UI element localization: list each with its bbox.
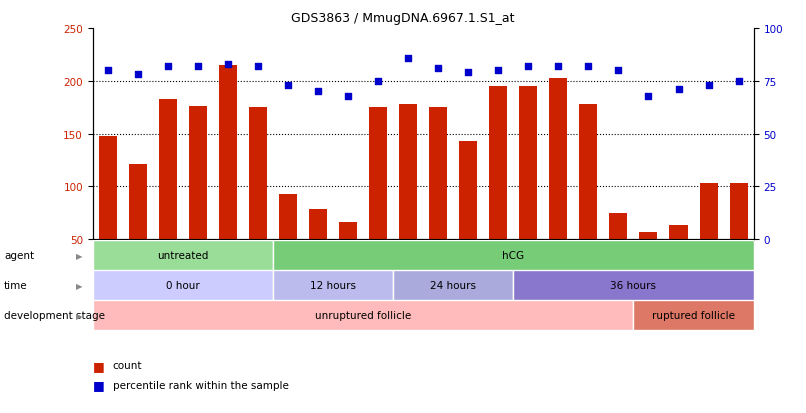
Text: development stage: development stage (4, 311, 105, 320)
Point (131, 72, 144, 78)
Text: time: time (4, 280, 27, 290)
Bar (279, 194, 297, 240)
Bar (519, 87, 538, 240)
Bar (369, 108, 387, 240)
Point (401, 55, 414, 62)
Text: unruptured follicle: unruptured follicle (315, 311, 411, 320)
Bar (93, 271, 273, 300)
Point (521, 64, 534, 70)
Text: 24 hours: 24 hours (430, 280, 476, 290)
Bar (513, 271, 754, 300)
Text: percentile rank within the sample: percentile rank within the sample (113, 380, 289, 390)
Bar (159, 100, 177, 240)
Bar (98, 136, 117, 240)
Bar (729, 184, 748, 240)
Bar (249, 108, 267, 240)
Bar (273, 241, 754, 271)
Bar (339, 223, 357, 240)
Bar (459, 142, 477, 240)
Point (251, 64, 264, 70)
Bar (580, 105, 597, 240)
Bar (639, 232, 658, 240)
Text: agent: agent (4, 251, 34, 261)
Bar (393, 271, 513, 300)
Text: ■: ■ (93, 359, 105, 372)
Text: untreated: untreated (157, 251, 209, 261)
Text: ■: ■ (93, 378, 105, 392)
Point (372, 78, 384, 85)
Bar (700, 184, 717, 240)
Point (462, 70, 475, 76)
Text: count: count (113, 361, 143, 370)
Text: GDS3863 / MmugDNA.6967.1.S1_at: GDS3863 / MmugDNA.6967.1.S1_at (291, 12, 515, 25)
Bar (609, 213, 627, 240)
Bar (273, 271, 393, 300)
Bar (309, 209, 327, 240)
Point (161, 64, 174, 70)
Point (432, 66, 445, 72)
Bar (93, 301, 634, 330)
Point (492, 68, 505, 74)
Bar (399, 105, 418, 240)
Point (702, 83, 715, 89)
Bar (634, 301, 754, 330)
Point (642, 93, 655, 100)
Bar (670, 226, 688, 240)
Bar (129, 165, 147, 240)
Text: 0 hour: 0 hour (166, 280, 200, 290)
Point (612, 68, 625, 74)
Bar (219, 66, 237, 240)
Bar (429, 108, 447, 240)
Point (672, 87, 685, 93)
Text: hCG: hCG (502, 251, 525, 261)
Bar (93, 241, 273, 271)
Bar (489, 87, 507, 240)
Bar (550, 78, 567, 240)
Bar (189, 107, 207, 240)
Point (191, 64, 204, 70)
Point (732, 78, 745, 85)
Text: ▶: ▶ (76, 281, 82, 290)
Point (222, 62, 235, 68)
Text: 36 hours: 36 hours (610, 280, 656, 290)
Text: 12 hours: 12 hours (310, 280, 356, 290)
Point (342, 93, 355, 100)
Text: ruptured follicle: ruptured follicle (652, 311, 735, 320)
Point (552, 64, 565, 70)
Point (102, 68, 114, 74)
Text: ▶: ▶ (76, 311, 82, 320)
Point (312, 89, 325, 95)
Text: ▶: ▶ (76, 251, 82, 260)
Point (582, 64, 595, 70)
Point (281, 83, 294, 89)
